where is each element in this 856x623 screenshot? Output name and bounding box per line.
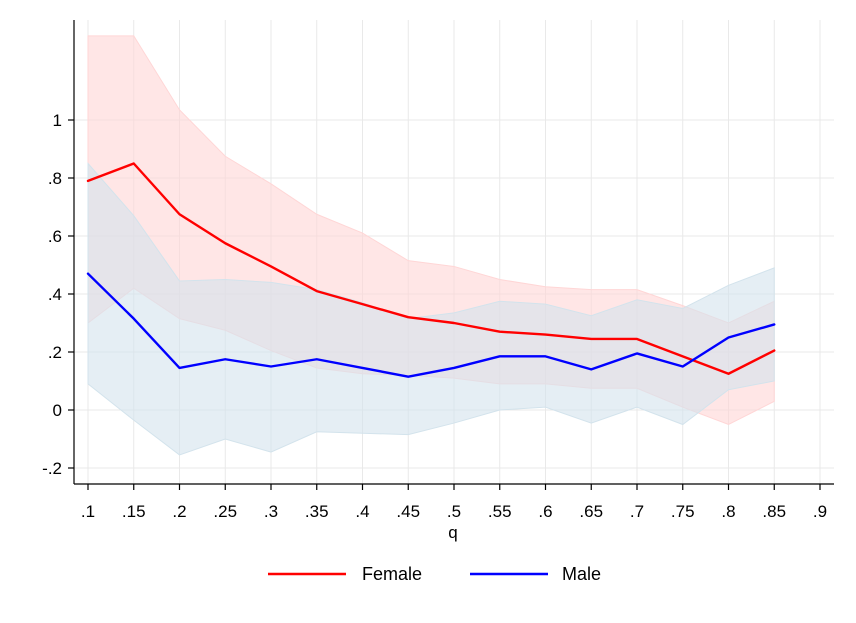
x-tick-label: .6 <box>538 502 552 521</box>
series-lines <box>86 162 776 378</box>
series-line-female <box>86 162 776 375</box>
x-tick-label: .3 <box>264 502 278 521</box>
y-tick-label: .8 <box>48 169 62 188</box>
x-tick-label: .9 <box>813 502 827 521</box>
x-tick-label: .4 <box>355 502 369 521</box>
y-tick-label: -.2 <box>42 459 62 478</box>
ci-band-male <box>87 162 775 456</box>
x-tick-label: .2 <box>172 502 186 521</box>
y-tick-label: .2 <box>48 343 62 362</box>
legend: Female Male <box>268 564 601 584</box>
x-axis-title: q <box>448 523 457 542</box>
y-tick-label: 1 <box>53 111 62 130</box>
x-tick-label: .8 <box>721 502 735 521</box>
x-tick-label: .55 <box>488 502 512 521</box>
y-tick-label: .4 <box>48 285 62 304</box>
legend-label-female: Female <box>362 564 422 584</box>
x-tick-label: .1 <box>81 502 95 521</box>
legend-label-male: Male <box>562 564 601 584</box>
x-tick-label: .7 <box>630 502 644 521</box>
confidence-bands <box>87 35 775 456</box>
x-tick-label: .45 <box>396 502 420 521</box>
x-tick-label: .35 <box>305 502 329 521</box>
y-tick-label: 0 <box>53 401 62 420</box>
axes: .1 .15 .2 .25 .3 .35 .4 .45 .5 .55 .6 .65 .7 .75 .8 .85… <box>42 20 834 521</box>
x-tick-label: .75 <box>671 502 695 521</box>
x-tick-label: .25 <box>213 502 237 521</box>
x-tick-label: .15 <box>122 502 146 521</box>
x-tick-label: .85 <box>762 502 786 521</box>
y-tick-label: .6 <box>48 227 62 246</box>
x-tick-label: .5 <box>447 502 461 521</box>
series-line-male <box>86 272 776 378</box>
x-tick-label: .65 <box>579 502 603 521</box>
